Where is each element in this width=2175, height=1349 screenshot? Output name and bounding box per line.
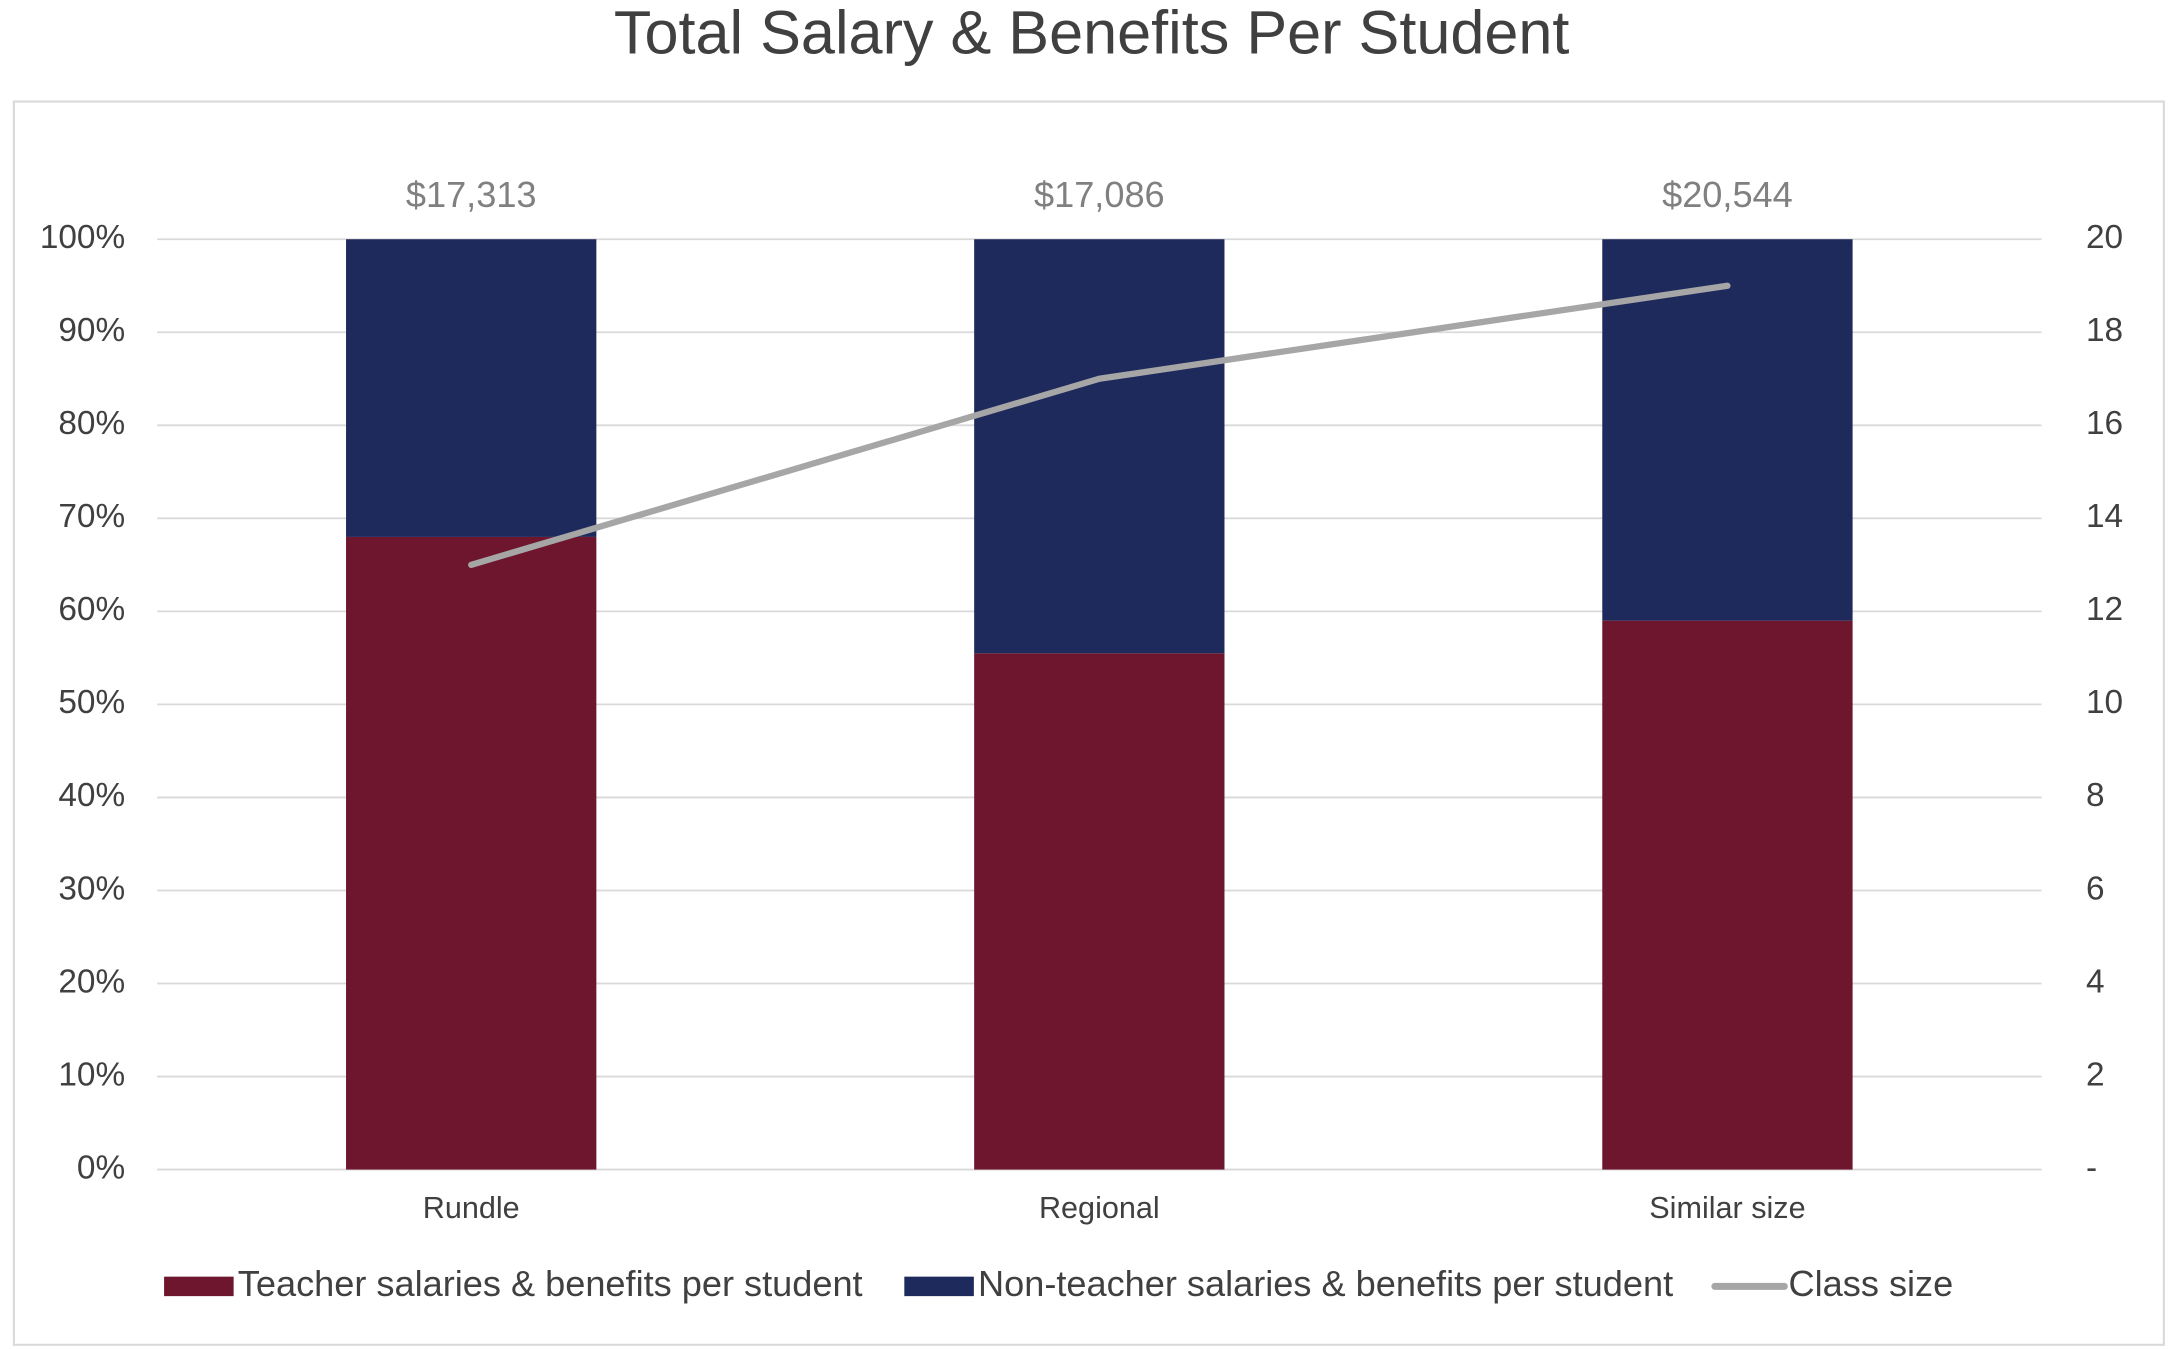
y2-tick-label: 16	[2086, 405, 2123, 442]
y2-tick-label: 20	[2086, 219, 2123, 256]
y-tick-label: 70%	[58, 498, 125, 535]
total-label: $17,086	[1034, 174, 1165, 215]
legend-label: Teacher salaries & benefits per student	[238, 1263, 863, 1304]
bar-segment	[974, 239, 1225, 654]
y-tick-label: 30%	[58, 870, 125, 907]
y-tick-label: 90%	[58, 312, 125, 349]
chart-title: Total Salary & Benefits Per Student	[614, 0, 1569, 67]
y-tick-label: 20%	[58, 963, 125, 1000]
total-label: $17,313	[406, 174, 537, 215]
y2-tick-label: 18	[2086, 312, 2123, 349]
legend-swatch	[904, 1276, 974, 1297]
y2-tick-label: 6	[2086, 870, 2105, 907]
y-tick-label: 60%	[58, 591, 125, 628]
y-tick-label: 50%	[58, 684, 125, 721]
x-tick-label: Similar size	[1649, 1191, 1805, 1225]
y2-tick-label: 10	[2086, 684, 2123, 721]
legend-swatch	[164, 1276, 234, 1297]
y-tick-label: 10%	[58, 1056, 125, 1093]
bar-segment	[1602, 239, 1853, 621]
x-tick-label: Rundle	[423, 1191, 520, 1225]
y2-tick-label: -	[2086, 1149, 2097, 1186]
chart-frame	[12, 100, 2165, 1346]
legend-label: Non-teacher salaries & benefits per stud…	[978, 1263, 1673, 1304]
line-series	[468, 282, 1731, 568]
y2-tick-label: 12	[2086, 591, 2123, 628]
y-tick-label: 80%	[58, 405, 125, 442]
bar-segment	[346, 239, 597, 537]
y-tick-label: 0%	[77, 1149, 125, 1186]
y2-tick-label: 4	[2086, 963, 2105, 1000]
x-tick-label: Regional	[1039, 1191, 1160, 1225]
y-tick-label: 100%	[40, 219, 125, 256]
total-label: $20,544	[1662, 174, 1793, 215]
y2-tick-label: 14	[2086, 498, 2123, 535]
y-tick-label: 40%	[58, 777, 125, 814]
y2-tick-label: 2	[2086, 1056, 2105, 1093]
bar-segment	[346, 536, 597, 1170]
bar-segment	[974, 653, 1225, 1170]
bar-segment	[1602, 620, 1853, 1170]
legend-label: Class size	[1789, 1263, 1954, 1304]
y2-tick-label: 8	[2086, 777, 2105, 814]
